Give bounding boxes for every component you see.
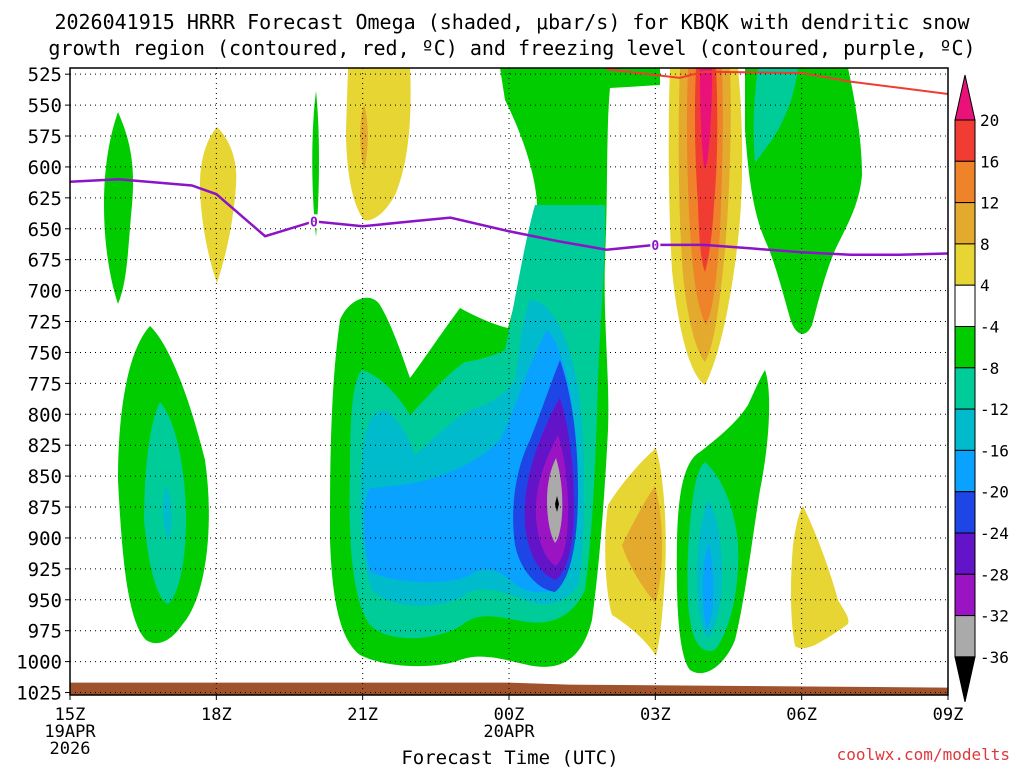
omega-region-yellow: [346, 68, 411, 221]
colorbar: 20 16 12 8 4 -4 -8 -12 -16 -20 -24 -28 -32 -36: [954, 74, 1009, 703]
omega-region-lightblue: [702, 545, 714, 630]
colorbar-arrow-bottom: [954, 656, 976, 703]
colorbar-label: -20: [980, 483, 1009, 502]
freezing-level-label: 0: [310, 215, 318, 230]
x-tick-label: 09Z: [933, 705, 964, 725]
colorbar-bin: [954, 449, 976, 493]
colorbar-bin: [954, 615, 976, 658]
y-tick-label: 775: [28, 373, 62, 395]
colorbar-bin: [954, 408, 976, 451]
omega-shading: [104, 68, 862, 674]
colorbar-label: -12: [980, 400, 1009, 419]
colorbar-label: -32: [980, 607, 1009, 626]
y-tick-label: 550: [28, 95, 62, 117]
y-tick-label: 1025: [16, 683, 62, 705]
x-tick-label: 21Z: [347, 705, 378, 725]
credit-text: coolwx.com/modelts: [837, 745, 1010, 764]
colorbar-label: 12: [980, 194, 999, 213]
omega-region-cyan: [162, 485, 172, 540]
colorbar-label: -8: [980, 359, 999, 378]
colorbar-label: 4: [980, 276, 990, 295]
y-tick-label: 575: [28, 126, 62, 148]
x-tick-sublabel: 2026: [50, 739, 91, 759]
y-tick-label: 825: [28, 435, 62, 457]
omega-region-orange: [622, 486, 663, 603]
colorbar-bin: [954, 573, 976, 617]
colorbar-bin: [954, 367, 976, 410]
x-tick-sublabel: 20APR: [483, 722, 535, 742]
dendritic-growth-contour: [606, 68, 949, 95]
omega-region-black: [555, 496, 559, 512]
colorbar-label: -24: [980, 524, 1009, 543]
omega-region-green: [104, 112, 134, 304]
y-axis: 525 550 575 600 625 650 675 700 725 750 775 800 825 8…: [16, 64, 70, 705]
y-tick-label: 650: [28, 219, 62, 241]
y-tick-label: 725: [28, 312, 62, 334]
freezing-level-contour: [69, 178, 949, 256]
colorbar-label: -4: [980, 318, 999, 337]
freezing-level-labels: 00: [308, 214, 661, 254]
y-tick-label: 525: [28, 64, 62, 86]
omega-region-gray: [547, 458, 563, 543]
y-tick-label: 850: [28, 466, 62, 488]
x-tick-label: 15Z: [55, 705, 86, 725]
colorbar-label: 16: [980, 152, 999, 171]
x-tick-sublabel: 19APR: [44, 722, 96, 742]
chart-title-line1: 2026041915 HRRR Forecast Omega (shaded, …: [54, 10, 970, 34]
colorbar-bin: [954, 202, 976, 245]
y-tick-label: 600: [28, 157, 62, 179]
colorbar-bin: [954, 243, 976, 286]
colorbar-label: -28: [980, 565, 1009, 584]
x-axis-label: Forecast Time (UTC): [401, 747, 618, 768]
colorbar-arrow-top: [954, 74, 976, 121]
y-tick-label: 800: [28, 404, 62, 426]
colorbar-bin: [954, 119, 976, 162]
x-tick-label: 00Z: [494, 705, 525, 725]
omega-region-red: [694, 68, 718, 272]
x-tick-label: 06Z: [786, 705, 817, 725]
x-tick-label: 18Z: [201, 705, 232, 725]
x-tick-label: 03Z: [640, 705, 671, 725]
colorbar-bin: [954, 326, 976, 369]
colorbar-label: 20: [980, 111, 999, 130]
plot-area: [70, 68, 948, 695]
colorbar-label: -36: [980, 648, 1009, 667]
y-tick-label: 900: [28, 528, 62, 550]
omega-region-yellow: [790, 506, 849, 649]
omega-region-yellow: [200, 127, 237, 283]
colorbar-bin: [954, 491, 976, 534]
chart-title-line2: growth region (contoured, red, ºC) and f…: [48, 36, 975, 60]
omega-region-pink: [700, 68, 712, 168]
y-tick-label: 675: [28, 250, 62, 272]
freezing-label-bg: [308, 214, 319, 229]
y-tick-label: 925: [28, 559, 62, 581]
y-tick-label: 750: [28, 342, 62, 364]
y-tick-label: 950: [28, 590, 62, 612]
colorbar-label: -16: [980, 441, 1009, 460]
y-tick-label: 625: [28, 188, 62, 210]
y-tick-label: 975: [28, 621, 62, 643]
colorbar-bin: [954, 532, 976, 575]
colorbar-bin: [954, 160, 976, 204]
y-tick-label: 875: [28, 497, 62, 519]
omega-region-green: [312, 91, 319, 237]
omega-region-orange: [360, 105, 368, 170]
colorbar-bin: [954, 284, 976, 328]
colorbar-label: 8: [980, 235, 990, 254]
y-tick-label: 700: [28, 281, 62, 303]
omega-region-teal: [753, 68, 798, 162]
freezing-label-bg: [650, 237, 661, 252]
y-tick-label: 1000: [16, 652, 62, 674]
freezing-level-label: 0: [651, 239, 659, 254]
